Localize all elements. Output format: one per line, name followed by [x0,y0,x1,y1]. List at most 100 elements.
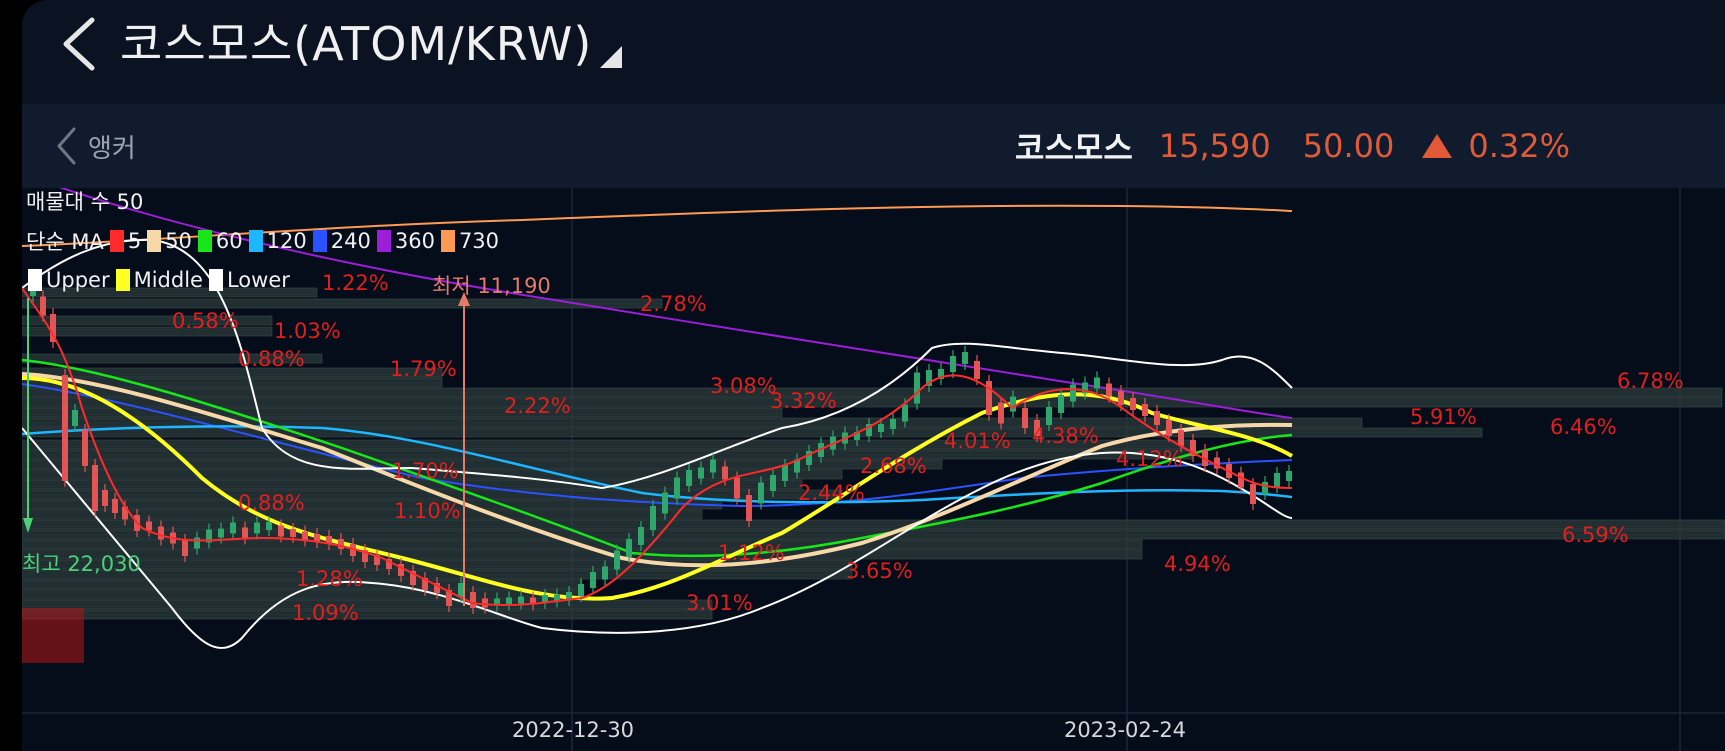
volume-profile-bar [22,377,443,388]
candle [806,451,812,465]
quote-price: 15,590 [1158,127,1271,165]
candle [530,597,536,605]
volume-profile-percent: 4.01% [944,429,1011,453]
candle [470,592,476,608]
candle [422,578,428,590]
candle [1178,430,1184,446]
candle [602,566,608,580]
anchor-button[interactable]: 앵커 [54,124,136,168]
candle [218,528,224,538]
volume-profile-bar [22,326,273,337]
candle [1238,472,1244,488]
ma-50-line [22,372,1293,568]
candle [266,522,272,530]
legend-ma-period: 5 [127,229,142,253]
candle [770,475,776,491]
candle [410,571,416,585]
ma-240-line [22,383,1293,508]
candle [782,465,788,481]
volume-profile-percent: 2.68% [860,454,927,478]
volume-profile-bar [22,509,703,520]
ma-360-line [59,188,1293,419]
candle [1202,450,1208,466]
volume-profile-percent: 0.88% [238,491,305,515]
volume-profile-bar [22,397,1723,408]
candle [230,522,236,534]
price-chart[interactable]: 1.22% 2.78% 0.58% 1.03% 0.88% 1.79% 3.08% 3.32%… [22,188,1725,751]
candle [506,597,512,605]
legend-swatch [109,230,124,252]
candle [1130,398,1136,410]
candle [902,404,908,422]
page-title[interactable]: 코스모스(ATOM/KRW) [120,17,593,71]
chevron-left-icon [63,17,95,71]
low-marker-arrowhead [458,292,470,306]
high-marker-arrowhead [23,518,33,533]
legend-ma-label: 단순 MA [26,230,104,254]
volume-profile-percent: 1.28% [296,567,363,591]
candle [1010,396,1016,412]
legend-swatch [376,230,391,252]
candle [102,490,108,506]
candle [554,594,560,602]
legend-volume-profile-label: 매물대 수 50 [26,190,144,214]
candle [890,419,896,429]
candle [734,477,740,499]
candle [1094,377,1100,389]
volume-profile-percent: 1.10% [394,499,461,523]
candle [542,595,548,603]
volume-profile-percent: 3.08% [710,374,777,398]
triangle-down-right-icon[interactable] [600,46,622,68]
candle [206,529,212,543]
volume-profile-bar [22,459,943,470]
candle [146,521,152,531]
quote-change-percent: 0.32% [1468,127,1570,165]
legend-band-label: Lower [226,268,290,292]
legend-band-label: Upper [46,268,110,292]
volume-profile-percent: 6.46% [1550,415,1617,439]
legend-band-label: Middle [133,268,203,292]
legend-swatch [312,230,327,252]
volume-profile-bar [22,353,323,364]
volume-profile-percent: 4.38% [1032,424,1099,448]
volume-profile-percent: 3.65% [846,559,913,583]
left-edge-markers [22,608,84,663]
left-edge-marker [22,608,84,663]
candle [1274,473,1280,487]
chart-canvas[interactable]: 1.22% 2.78% 0.58% 1.03% 0.88% 1.79% 3.08%3.32%… [22,188,1725,751]
volume-profile-percent: 6.78% [1617,369,1684,393]
candle [614,550,620,570]
low-price-label: 최저 11,190 [432,274,551,298]
candle [62,375,68,481]
volume-profile-bar [22,367,443,378]
volume-profile-bar [22,609,713,620]
high-price-label: 최고 22,030 [22,552,141,576]
volume-profile-bar [22,287,318,298]
candle [92,465,98,511]
ma-5-line [22,287,1293,607]
candle [82,430,88,466]
candle [112,499,118,513]
volume-profile-percent: 2.22% [504,394,571,418]
candle [854,432,860,440]
candle [494,598,500,606]
volume-profile-bar [22,427,1483,438]
candle [710,459,716,473]
candle [362,550,368,562]
header: 코스모스(ATOM/KRW) [22,0,1725,104]
candle [1034,420,1040,436]
candle [398,564,404,576]
bb-middle-line [22,376,1293,601]
volume-profile-percent: 1.22% [322,271,389,295]
legend-ma-period: 240 [330,229,371,253]
candle [686,470,692,486]
candle [1046,407,1052,425]
volume-profile-percent: 1.12% [718,541,785,565]
candle [314,534,320,542]
candle [350,544,356,556]
candle [1190,440,1196,456]
back-button[interactable] [52,14,112,74]
candle [278,525,284,537]
candle [866,424,872,436]
candle [50,314,56,342]
